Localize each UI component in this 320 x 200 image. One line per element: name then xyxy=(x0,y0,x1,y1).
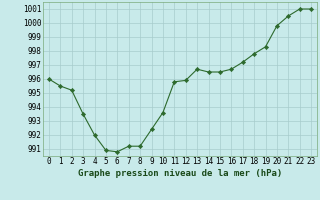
X-axis label: Graphe pression niveau de la mer (hPa): Graphe pression niveau de la mer (hPa) xyxy=(78,169,282,178)
